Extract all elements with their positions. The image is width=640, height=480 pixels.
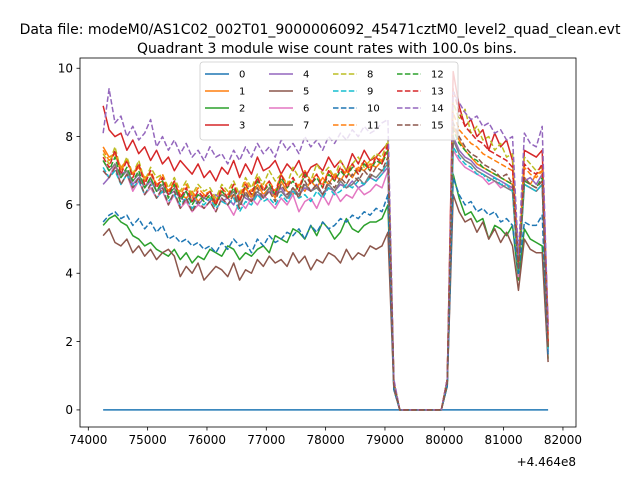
legend-label-0: 0 <box>239 70 245 81</box>
figure-suptitle: Data file: modeM0/AS1C02_002T01_90000060… <box>20 22 621 38</box>
legend-label-9: 9 <box>367 87 373 98</box>
plot-area <box>102 70 549 411</box>
legend-label-8: 8 <box>367 70 373 81</box>
legend-label-10: 10 <box>367 104 380 115</box>
series-line-5 <box>102 193 549 411</box>
legend-label-12: 12 <box>431 70 444 81</box>
axes-frame <box>79 57 577 428</box>
series-line-13 <box>102 88 549 411</box>
series-line-10 <box>102 176 549 411</box>
y-axis: 0 2 4 6 8 10 <box>58 62 80 417</box>
legend-label-1: 1 <box>239 87 245 98</box>
series-line-8 <box>102 101 549 411</box>
legend-label-13: 13 <box>431 87 444 98</box>
legend-label-2: 2 <box>239 104 245 115</box>
legend-label-5: 5 <box>303 87 309 98</box>
legend-label-7: 7 <box>303 121 309 132</box>
x-tick-label: 82000 <box>544 433 582 447</box>
x-offset-label: +4.464e8 <box>517 455 576 469</box>
x-tick-label: 75000 <box>129 433 167 447</box>
x-axis: 74000 75000 76000 77000 78000 79000 80000 81000… <box>69 427 582 447</box>
x-tick-label: 79000 <box>366 433 404 447</box>
y-tick-label: 0 <box>65 403 73 417</box>
legend-label-4: 4 <box>303 70 309 81</box>
legend-label-11: 11 <box>367 121 380 132</box>
series-line-9 <box>102 146 549 411</box>
y-tick-label: 6 <box>65 198 73 212</box>
y-tick-label: 2 <box>65 335 73 349</box>
x-tick-label: 76000 <box>188 433 226 447</box>
series-line-3 <box>102 70 549 411</box>
legend-box <box>199 61 459 141</box>
legend-label-14: 14 <box>431 104 444 115</box>
chart-title: Quadrant 3 module wise count rates with … <box>137 41 517 57</box>
series-line-14 <box>102 88 549 411</box>
x-tick-label: 77000 <box>247 433 285 447</box>
legend-label-15: 15 <box>431 121 444 132</box>
y-tick-label: 10 <box>58 62 73 76</box>
x-tick-label: 74000 <box>69 433 107 447</box>
x-tick-label: 78000 <box>307 433 345 447</box>
series-line-15 <box>102 122 549 411</box>
y-tick-label: 8 <box>65 130 73 144</box>
x-tick-label: 81000 <box>485 433 523 447</box>
y-tick-label: 4 <box>65 267 73 281</box>
legend-label-6: 6 <box>303 104 309 115</box>
legend-label-3: 3 <box>239 121 245 132</box>
x-tick-label: 80000 <box>425 433 463 447</box>
series-line-2 <box>102 173 549 411</box>
